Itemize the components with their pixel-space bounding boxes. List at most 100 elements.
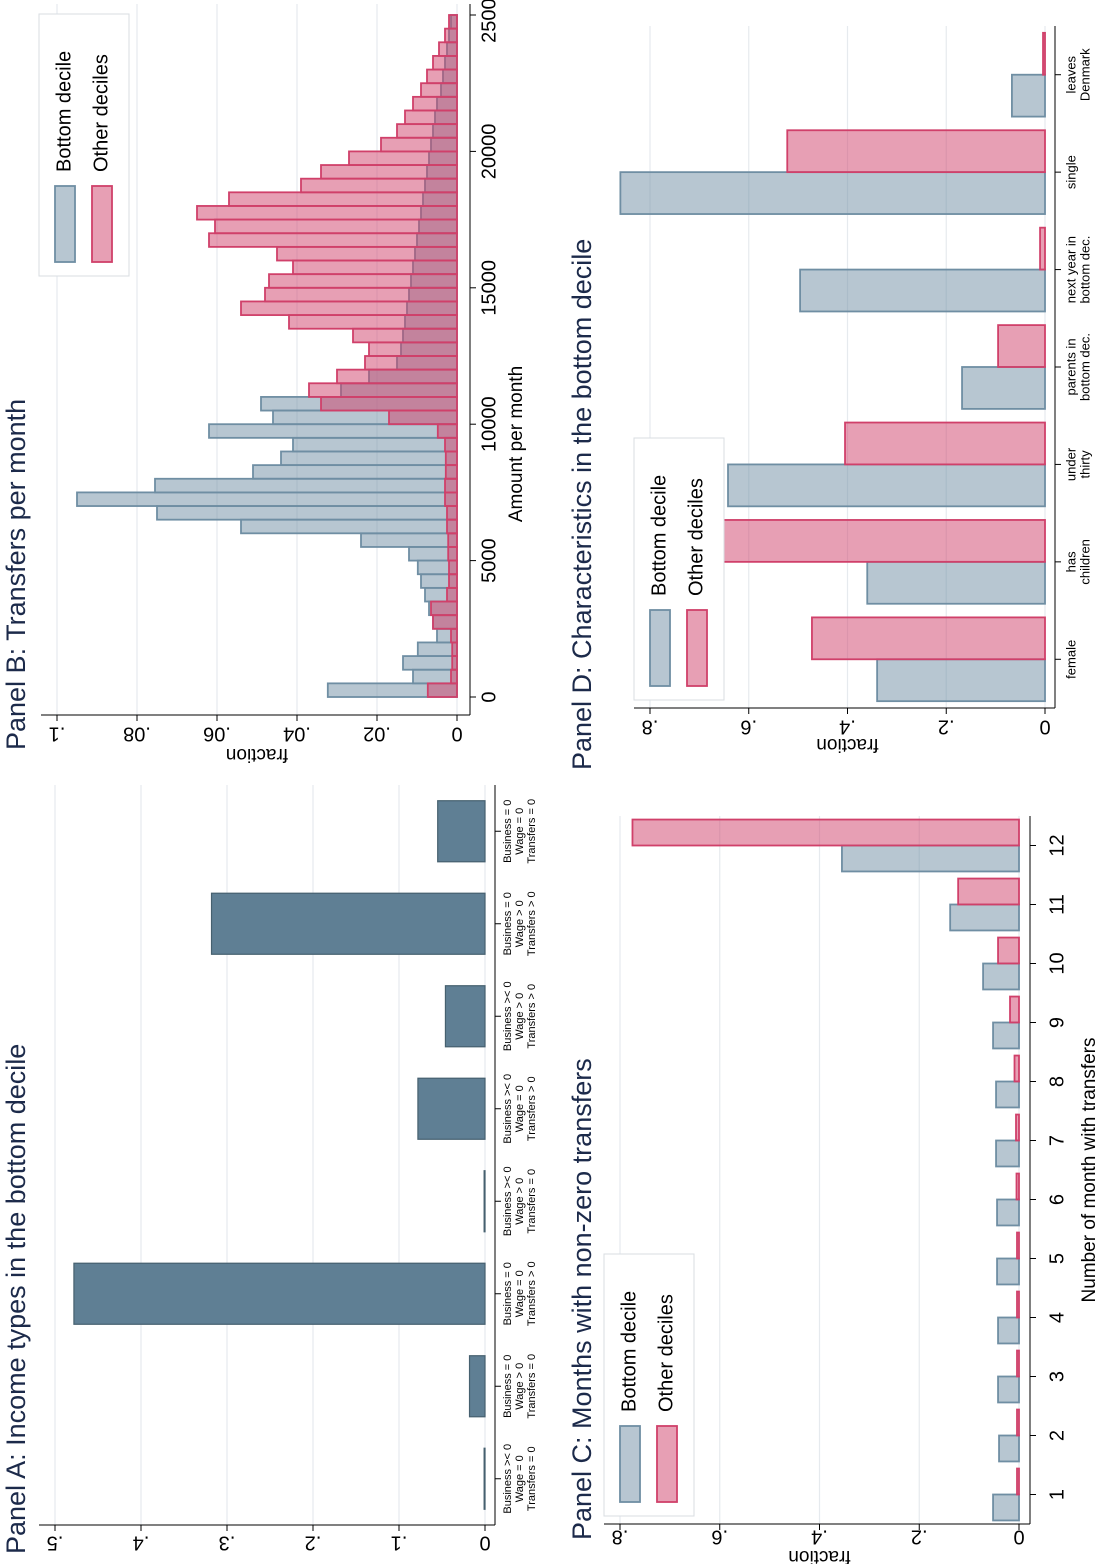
bar bbox=[1011, 73, 1046, 118]
x-axis-title: Number of month with transfers bbox=[1079, 1037, 1100, 1302]
bar bbox=[811, 616, 1046, 661]
x-tick-label: 5 bbox=[1046, 1253, 1068, 1264]
x-tick-label: 8 bbox=[1046, 1076, 1068, 1087]
legend-swatch bbox=[91, 185, 113, 263]
x-tick-label: 2 bbox=[1046, 1430, 1068, 1441]
bar bbox=[997, 1316, 1020, 1345]
bar bbox=[444, 985, 486, 1048]
legend-label: Other deciles bbox=[685, 478, 707, 596]
x-tick-label: Business = 0 bbox=[502, 1355, 514, 1418]
bar bbox=[631, 818, 1020, 847]
histogram-bar bbox=[447, 546, 458, 562]
y-tick-label: .1 bbox=[49, 723, 66, 745]
histogram-bar bbox=[280, 450, 458, 467]
y-tick-label: .8 bbox=[642, 716, 659, 738]
bar bbox=[997, 1375, 1020, 1404]
x-tick-label: Business >< 0 bbox=[502, 1074, 514, 1144]
histogram-bar bbox=[380, 136, 458, 153]
bar bbox=[210, 892, 486, 955]
histogram-bar bbox=[196, 205, 458, 221]
y-tick-label: .5 bbox=[47, 1532, 64, 1554]
histogram-bar bbox=[292, 259, 458, 276]
x-tick-label: 15000 bbox=[478, 260, 500, 316]
histogram-bar bbox=[154, 477, 458, 494]
bar bbox=[996, 1198, 1020, 1227]
x-tick-label: Wage > 0 bbox=[514, 1178, 526, 1225]
histogram-bar bbox=[308, 382, 458, 398]
y-tick-label: .8 bbox=[612, 1526, 629, 1548]
bar bbox=[437, 800, 486, 863]
y-tick-label: .02 bbox=[363, 723, 391, 745]
x-tick-label: 25000 bbox=[478, 0, 500, 43]
y-axis-title: fraction bbox=[226, 744, 288, 765]
histogram-bar bbox=[448, 14, 458, 30]
bar bbox=[483, 1170, 486, 1233]
x-tick-label: 1 bbox=[1046, 1489, 1068, 1500]
x-tick-label: 0 bbox=[478, 691, 500, 702]
histogram-bar bbox=[300, 177, 458, 194]
bar bbox=[619, 171, 1046, 215]
legend-swatch bbox=[54, 185, 76, 263]
x-tick-label: leaves bbox=[1063, 55, 1078, 93]
histogram-bar bbox=[444, 491, 458, 507]
bar bbox=[1015, 1172, 1020, 1201]
histogram-bar bbox=[438, 41, 458, 57]
bar bbox=[844, 421, 1046, 466]
x-tick-label: next year in bbox=[1063, 236, 1078, 303]
x-tick-label: single bbox=[1063, 155, 1078, 189]
histogram-bar bbox=[430, 600, 458, 617]
bar bbox=[1016, 1231, 1020, 1260]
x-tick-label: 3 bbox=[1046, 1371, 1068, 1382]
bar bbox=[996, 1257, 1020, 1286]
bar bbox=[1016, 1290, 1020, 1319]
x-tick-label: Wage > 0 bbox=[514, 900, 526, 947]
bar bbox=[982, 962, 1020, 991]
histogram-bar bbox=[436, 423, 458, 439]
histogram-bar bbox=[320, 164, 458, 180]
y-tick-label: 0 bbox=[479, 1532, 490, 1554]
x-tick-label: 11 bbox=[1046, 894, 1068, 915]
bar bbox=[468, 1355, 486, 1418]
legend-label: Bottom decile bbox=[648, 475, 670, 596]
x-axis-title: Amount per month bbox=[506, 366, 527, 522]
bar bbox=[841, 844, 1020, 873]
histogram-bar bbox=[450, 668, 458, 685]
histogram-bar bbox=[446, 586, 458, 603]
histogram-bar bbox=[252, 464, 458, 480]
x-tick-label: 20000 bbox=[478, 124, 500, 180]
bar bbox=[1016, 1467, 1020, 1496]
bar bbox=[957, 877, 1020, 906]
bar bbox=[992, 1021, 1020, 1050]
bar bbox=[1013, 1054, 1020, 1083]
y-tick-label: .2 bbox=[938, 716, 955, 738]
x-tick-label: Wage = 0 bbox=[514, 1085, 526, 1132]
histogram-bar bbox=[76, 491, 458, 507]
bar bbox=[998, 1434, 1020, 1463]
histogram-bar bbox=[264, 286, 458, 303]
histogram-bar bbox=[448, 559, 458, 576]
histogram-bar bbox=[451, 655, 458, 671]
x-tick-label: 6 bbox=[1046, 1194, 1068, 1205]
x-tick-label: bottom dec. bbox=[1077, 333, 1092, 401]
legend-swatch bbox=[686, 609, 708, 687]
x-tick-label: Business >< 0 bbox=[502, 981, 514, 1051]
y-tick-label: 0 bbox=[451, 723, 462, 745]
bar bbox=[997, 324, 1046, 368]
legend-label: Bottom decile bbox=[53, 51, 75, 172]
x-tick-label: has bbox=[1063, 551, 1078, 572]
histogram-bar bbox=[364, 355, 458, 371]
bar bbox=[1016, 1408, 1020, 1437]
y-tick-label: .4 bbox=[839, 716, 856, 738]
histogram-bar bbox=[432, 614, 458, 630]
y-tick-label: 0 bbox=[1039, 716, 1050, 738]
histogram-bar bbox=[444, 450, 458, 467]
histogram-bar bbox=[446, 518, 458, 535]
x-tick-label: 4 bbox=[1046, 1312, 1068, 1323]
histogram-bar bbox=[214, 218, 458, 235]
bar bbox=[73, 1262, 486, 1325]
histogram-bar bbox=[444, 477, 458, 494]
histogram-bar bbox=[276, 245, 458, 262]
histogram-bar bbox=[288, 314, 458, 330]
bar bbox=[786, 129, 1046, 174]
